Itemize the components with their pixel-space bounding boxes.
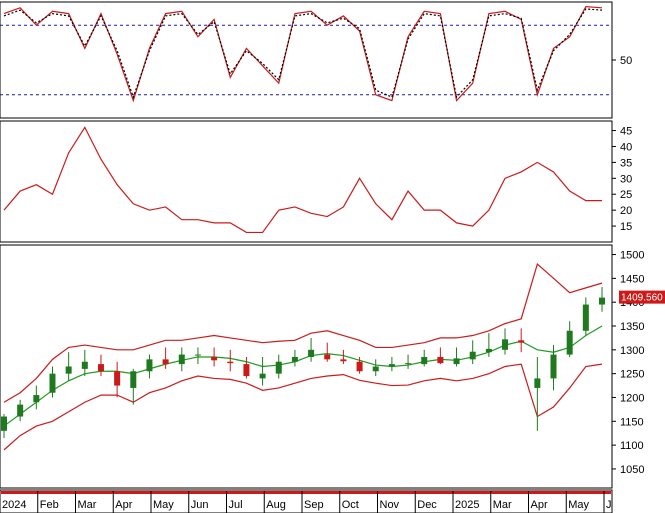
- bollinger-upper-line: [3, 262, 603, 403]
- candle-body: [324, 354, 331, 360]
- candle-body: [178, 354, 185, 365]
- candle-body: [33, 395, 40, 403]
- price-frame: [0, 244, 613, 489]
- price-tick-label: 1450: [620, 273, 644, 285]
- candle-body: [211, 356, 218, 361]
- price-tick-label: 1200: [620, 392, 644, 404]
- x-axis-tick-label: Apr: [531, 499, 548, 511]
- candle-body: [518, 340, 525, 343]
- x-axis-tick-label: Dec: [417, 499, 437, 511]
- candle-body: [162, 359, 169, 365]
- stochastic-panel: 50: [0, 1, 632, 119]
- candle-body: [243, 364, 250, 377]
- price-tick-label: 1300: [620, 345, 644, 357]
- x-axis-tick-label: Apr: [115, 499, 132, 511]
- candle-body: [582, 304, 589, 331]
- adx-line: [3, 126, 602, 234]
- price-tick-label: 1100: [620, 440, 644, 452]
- adx-tick-label: 35: [620, 157, 632, 169]
- x-axis-tick-label: May: [153, 499, 174, 511]
- price-tick-label: 1500: [620, 250, 644, 262]
- candle-body: [17, 404, 24, 417]
- candle-body: [275, 361, 282, 374]
- x-axis-tick-label: Jul: [229, 499, 243, 511]
- candle-body: [599, 297, 605, 305]
- price-tick-label: 1250: [620, 369, 644, 381]
- price-tick-label: 1150: [620, 416, 644, 428]
- price-panel: 1050110011501200125013001350140014501500: [0, 244, 644, 489]
- last-price-tag-bg: [619, 290, 665, 304]
- candle-body: [469, 351, 476, 360]
- price-tick-label: 1050: [620, 464, 644, 476]
- x-axis-tick-label: Jun: [191, 499, 209, 511]
- candle-body: [81, 361, 88, 369]
- candle-body: [259, 373, 266, 379]
- candle-body: [485, 348, 492, 353]
- candle-body: [194, 354, 201, 356]
- x-axis-tick-label: Mar: [78, 499, 97, 511]
- x-axis-tick-label: May: [568, 499, 589, 511]
- x-axis-strip: [1, 491, 611, 494]
- adx-tick-label: 30: [620, 173, 632, 185]
- candle-body: [97, 364, 104, 372]
- candle-body: [502, 339, 509, 350]
- candle-body: [130, 371, 137, 388]
- stochastic-k-line: [3, 6, 603, 103]
- candle-body: [146, 359, 153, 372]
- candle-body: [227, 361, 234, 364]
- candle-body: [437, 356, 444, 364]
- candle-body: [65, 366, 72, 374]
- candle-body: [388, 364, 395, 367]
- adx-tick-label: 15: [620, 221, 632, 233]
- x-axis-tick-label: Sep: [304, 499, 324, 511]
- candle-body: [1, 416, 7, 431]
- x-axis-frame: [0, 489, 613, 513]
- candle-body: [453, 358, 460, 365]
- adx-panel: 15 20 25 30 35 40 45: [0, 120, 632, 243]
- candle-body: [566, 330, 573, 355]
- x-axis-tick-label: 2024: [2, 499, 26, 511]
- bollinger-lower-line: [3, 363, 603, 451]
- price-tick-label: 1350: [620, 321, 644, 333]
- candle-body: [534, 378, 541, 388]
- stochastic-tick-label: 50: [620, 55, 632, 67]
- adx-frame: [0, 120, 613, 243]
- x-axis-tick-label: 2025: [455, 499, 479, 511]
- last-price-tag-label: 1409.560: [621, 293, 663, 304]
- candle-body: [114, 371, 121, 386]
- candle-body: [291, 356, 298, 362]
- x-axis-tick-label: Nov: [380, 499, 400, 511]
- candle-body: [550, 354, 557, 379]
- adx-tick-label: 40: [620, 141, 632, 153]
- candle-body: [405, 363, 412, 365]
- stochastic-d-line: [3, 8, 603, 99]
- x-axis-tick-label: Aug: [266, 499, 286, 511]
- candle-body: [356, 361, 363, 372]
- last-price-tag: 1409.560: [619, 290, 665, 304]
- x-axis-tick-label: Feb: [40, 499, 59, 511]
- adx-tick-label: 20: [620, 205, 632, 217]
- candle-body: [340, 359, 347, 362]
- candle-body: [308, 349, 315, 357]
- x-axis: 2024 Feb Mar Apr May Jun Jul Aug Sep Oct Nov Dec 202…: [0, 489, 613, 513]
- candle-body: [372, 366, 379, 372]
- adx-tick-label: 25: [620, 189, 632, 201]
- adx-tick-label: 45: [620, 126, 632, 138]
- x-axis-tick-label: Mar: [493, 499, 512, 511]
- candle-body: [421, 356, 428, 365]
- x-axis-tick-label: Oct: [342, 499, 359, 511]
- moving-average-line: [3, 325, 603, 427]
- x-axis-tick-label: J: [606, 499, 612, 511]
- candle-body: [49, 373, 56, 393]
